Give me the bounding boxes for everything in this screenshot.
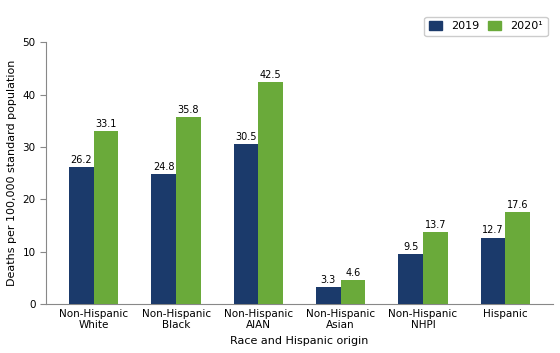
Bar — [316, 287, 340, 304]
Text: 13.7: 13.7 — [424, 220, 446, 230]
Bar — [398, 254, 423, 304]
Bar — [423, 232, 447, 304]
Bar — [258, 82, 283, 304]
Text: 24.8: 24.8 — [153, 162, 175, 172]
Text: 17.6: 17.6 — [507, 200, 529, 210]
Legend: 2019, 2020¹: 2019, 2020¹ — [424, 17, 548, 36]
Bar — [94, 131, 119, 304]
Text: 42.5: 42.5 — [260, 70, 282, 79]
Text: 30.5: 30.5 — [235, 132, 257, 142]
Bar — [176, 117, 201, 304]
Bar — [69, 167, 94, 304]
Text: 35.8: 35.8 — [178, 104, 199, 115]
Text: 33.1: 33.1 — [95, 119, 117, 129]
Text: 26.2: 26.2 — [71, 155, 92, 165]
Y-axis label: Deaths per 100,000 standard population: Deaths per 100,000 standard population — [7, 60, 17, 286]
Text: 4.6: 4.6 — [346, 268, 361, 278]
Bar — [505, 212, 530, 304]
Text: 3.3: 3.3 — [321, 275, 336, 285]
Bar — [234, 144, 258, 304]
Text: 9.5: 9.5 — [403, 242, 418, 252]
Text: 12.7: 12.7 — [482, 226, 504, 235]
Bar — [340, 280, 365, 304]
Bar — [480, 238, 505, 304]
X-axis label: Race and Hispanic origin: Race and Hispanic origin — [230, 336, 368, 346]
Bar — [151, 174, 176, 304]
